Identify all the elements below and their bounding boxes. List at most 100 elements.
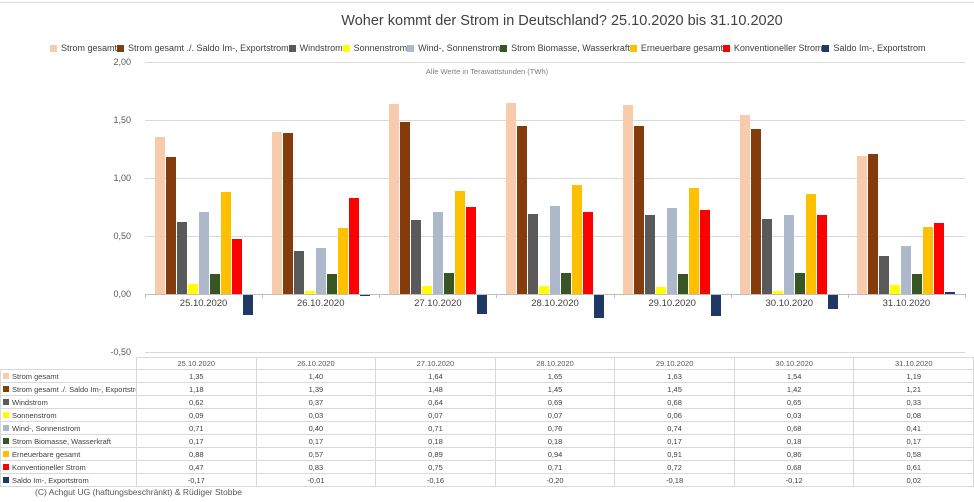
y-axis-label: 2,00 (113, 57, 131, 67)
y-axis: 2,00 1,50 1,00 0,50 0,00 -0,50 (88, 57, 136, 357)
legend-label: Strom gesamt (61, 43, 118, 53)
legend-item: Strom Biomasse, Wasserkraft (500, 43, 630, 53)
bar (176, 222, 187, 294)
value-cell: -0,18 (615, 474, 735, 487)
value-cell: 1,39 (256, 383, 377, 396)
bar (432, 211, 443, 294)
bar (934, 223, 945, 294)
bar (454, 190, 465, 294)
gridline (145, 178, 965, 179)
value-cell: 1,35 (137, 370, 257, 383)
legend-swatch-icon (722, 44, 730, 52)
bar (271, 131, 282, 294)
bar (817, 215, 828, 294)
value-cell: 0,68 (734, 461, 855, 474)
bar (388, 103, 399, 294)
axis-tick (965, 294, 966, 298)
value-cell: 0,58 (854, 448, 974, 461)
bar (242, 295, 253, 315)
bar (890, 284, 901, 294)
bar (667, 208, 678, 294)
legend-swatch-icon (3, 425, 9, 431)
row-label: Saldo Im-, Exportstrom (0, 474, 137, 487)
y-axis-label: 0,00 (113, 289, 131, 299)
row-label-text: Saldo Im-, Exportstrom (12, 475, 89, 485)
value-cell: 0,65 (734, 396, 855, 409)
row-label-text: Konventioneller Strom (12, 462, 86, 472)
legend-swatch-icon (3, 438, 9, 444)
top-divider (0, 2, 974, 3)
gridline (145, 352, 965, 353)
bar (550, 205, 561, 294)
legend-swatch-icon (500, 44, 508, 52)
value-cell: 1,45 (615, 383, 735, 396)
copyright-text: (C) Achgut UG (haftungsbeschränkt) & Rüd… (35, 487, 242, 497)
table-header-row: 25.10.2020 26.10.2020 27.10.2020 28.10.2020… (0, 357, 974, 370)
category-group: 30.10.2020 (731, 62, 848, 352)
row-label-text: Wind-, Sonnenstrom (12, 423, 81, 433)
table-row: Strom gesamt 1,35 1,40 1,64 1,65 1,63 1,54 1,19 (0, 370, 974, 383)
legend-item: Konventioneller Strom (722, 43, 823, 53)
row-label-text: Strom Biomasse, Wasserkraft (12, 436, 111, 446)
category-group: 27.10.2020 (379, 62, 496, 352)
legend-swatch-icon (3, 412, 9, 418)
legend-item: Strom gesamt (50, 43, 117, 53)
value-cell: 0,18 (734, 435, 855, 448)
category-group: 31.10.2020 (848, 62, 965, 352)
bar (912, 274, 923, 294)
bar (762, 218, 773, 294)
bar (410, 219, 421, 294)
column-header: 31.10.2020 (854, 357, 974, 370)
bar (539, 285, 550, 294)
value-cell: 0,57 (256, 448, 377, 461)
category-group: 26.10.2020 (262, 62, 379, 352)
bar (348, 197, 359, 294)
row-label-text: Sonnenstrom (12, 410, 57, 420)
value-cell: 1,42 (734, 383, 855, 396)
value-cell: -0,17 (137, 474, 257, 487)
row-label: Sonnenstrom (0, 409, 137, 422)
legend-swatch-icon (3, 386, 9, 392)
legend-item: Strom gesamt ./. Saldo Im-, Exportstrom (117, 43, 289, 53)
bar (678, 274, 689, 294)
value-cell: 0,69 (495, 396, 616, 409)
bar (561, 273, 572, 294)
bar (689, 188, 700, 294)
column-header: 25.10.2020 (137, 357, 257, 370)
legend-item: Saldo Im-, Exportstrom (822, 43, 926, 53)
bar (594, 295, 605, 319)
value-cell: 1,45 (495, 383, 616, 396)
value-cell: -0,16 (376, 474, 496, 487)
row-label: Strom gesamt ./. Saldo Im-, Exportstrom (0, 383, 137, 396)
legend-label: Konventioneller Strom (733, 43, 823, 53)
legend-swatch-icon (50, 44, 57, 52)
value-cell: 0,86 (734, 448, 855, 461)
legend-swatch-icon (629, 44, 637, 52)
bar (645, 215, 656, 294)
value-cell: 0,68 (734, 422, 855, 435)
value-cell: 1,63 (615, 370, 735, 383)
category-group: 28.10.2020 (496, 62, 613, 352)
row-label: Konventioneller Strom (0, 461, 137, 474)
legend-label: Wind-, Sonnenstrom (418, 43, 501, 53)
value-cell: 1,64 (376, 370, 496, 383)
value-cell: 0,41 (854, 422, 974, 435)
gridline (145, 62, 965, 63)
bar (945, 291, 956, 294)
legend-swatch-icon (288, 44, 296, 52)
bar (923, 226, 934, 294)
x-axis-label: 29.10.2020 (648, 298, 696, 309)
value-cell: 1,48 (376, 383, 496, 396)
value-cell: 0,47 (137, 461, 257, 474)
bar (282, 132, 293, 294)
bar (795, 273, 806, 294)
value-cell: 0,08 (854, 409, 974, 422)
legend-label: Sonnenstrom (353, 43, 408, 53)
legend-item: Sonnenstrom (342, 43, 408, 53)
column-header: 29.10.2020 (615, 357, 735, 370)
bar (828, 295, 839, 309)
x-axis-label: 27.10.2020 (414, 298, 462, 309)
value-cell: 0,03 (734, 409, 855, 422)
bar (421, 285, 432, 294)
bar (623, 104, 634, 294)
